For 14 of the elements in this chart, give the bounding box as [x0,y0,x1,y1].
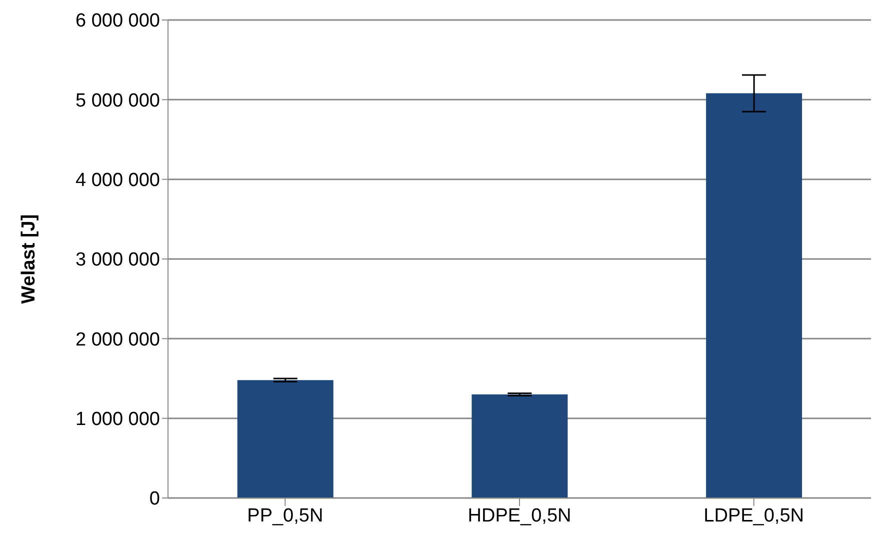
x-tick-label: HDPE_0,5N [468,505,572,526]
y-tick-label: 0 [149,488,160,510]
bar [706,93,802,498]
y-tick-label: 5 000 000 [75,90,160,112]
y-tick-label: 4 000 000 [75,170,160,192]
x-tick-label: PP_0,5N [247,505,324,526]
bar [472,394,568,498]
x-tick-label: LDPE_0,5N [704,505,804,526]
y-axis-title: Welast [J] [18,214,40,304]
y-tick-label: 3 000 000 [75,250,160,271]
y-tick-label: 2 000 000 [75,329,160,350]
y-tick-label: 6 000 000 [75,10,160,32]
bar [237,380,334,498]
y-tick-label: 1 000 000 [75,409,160,430]
